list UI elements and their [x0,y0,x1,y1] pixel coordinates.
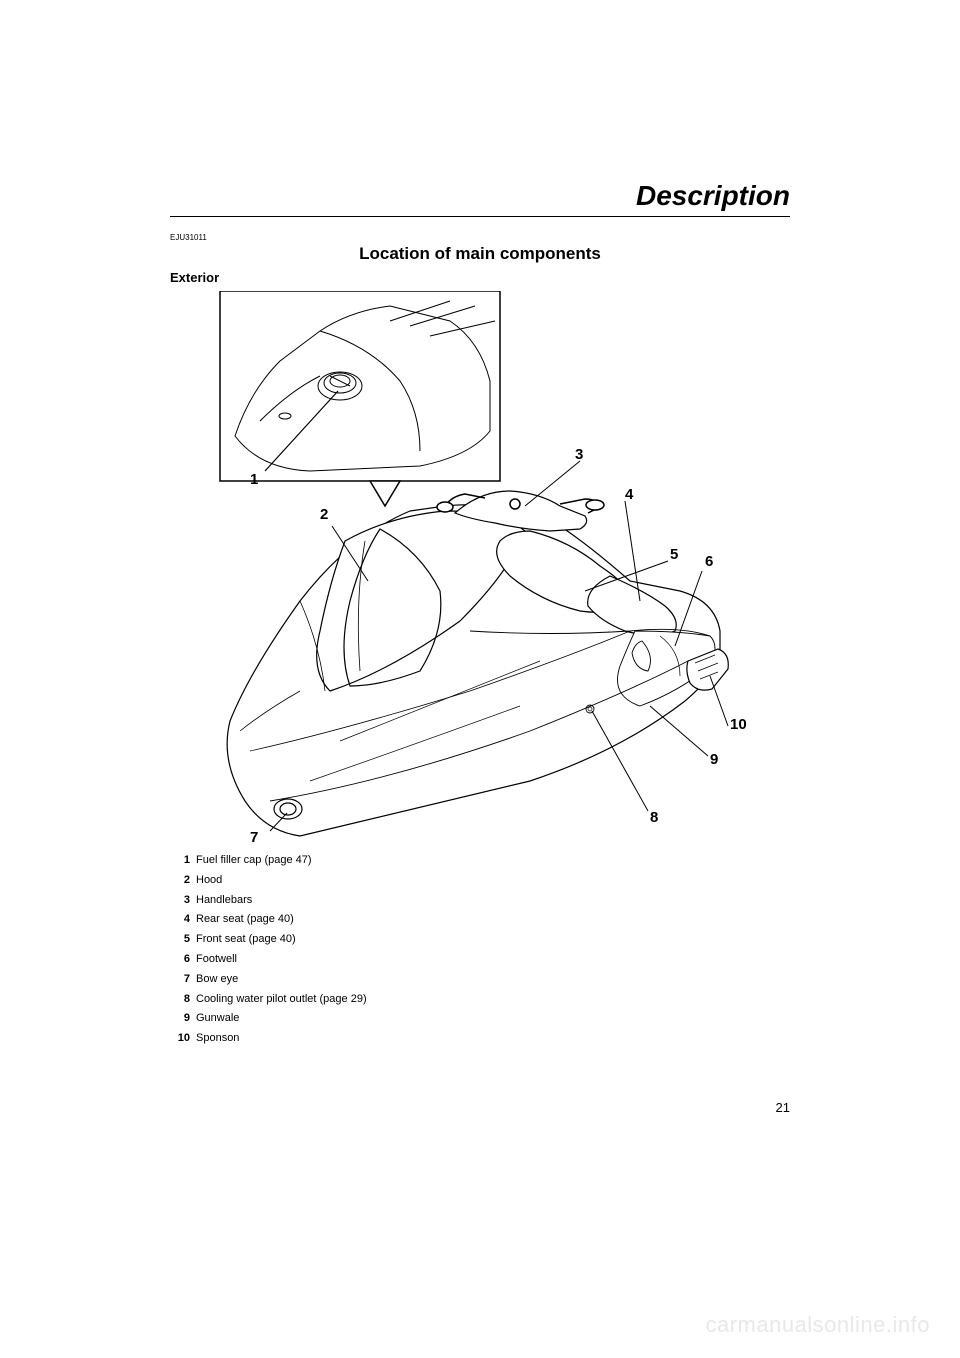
legend-text: Sponson [196,1029,790,1049]
legend-row: 9Gunwale [170,1009,790,1029]
legend-text: Footwell [196,950,790,970]
legend-row: 2Hood [170,871,790,891]
legend-text: Cooling water pilot outlet (page 29) [196,990,790,1010]
watermark: carmanualsonline.info [705,1312,930,1338]
legend-num: 2 [170,871,196,891]
component-legend: 1Fuel filler cap (page 47) 2Hood 3Handle… [170,851,790,1049]
legend-row: 10Sponson [170,1029,790,1049]
legend-text: Hood [196,871,790,891]
legend-num: 3 [170,891,196,911]
legend-text: Front seat (page 40) [196,930,790,950]
legend-text: Rear seat (page 40) [196,910,790,930]
legend-text: Fuel filler cap (page 47) [196,851,790,871]
page-number: 21 [776,1100,790,1115]
legend-row: 1Fuel filler cap (page 47) [170,851,790,871]
subsection-label: Exterior [170,270,790,285]
legend-num: 6 [170,950,196,970]
section-title: Location of main components [170,244,790,264]
callout-4: 4 [625,486,633,503]
callout-10: 10 [730,716,747,733]
callout-7: 7 [250,829,258,846]
title-divider [170,216,790,217]
callout-2: 2 [320,506,328,523]
jetski-illustration [190,291,760,841]
legend-num: 7 [170,970,196,990]
callout-1: 1 [250,471,258,488]
callout-5: 5 [670,546,678,563]
legend-num: 9 [170,1009,196,1029]
legend-num: 1 [170,851,196,871]
chapter-title: Description [170,180,790,212]
legend-num: 10 [170,1029,196,1049]
legend-text: Handlebars [196,891,790,911]
legend-num: 8 [170,990,196,1010]
legend-text: Bow eye [196,970,790,990]
callout-3: 3 [575,446,583,463]
legend-num: 4 [170,910,196,930]
legend-row: 3Handlebars [170,891,790,911]
exterior-diagram: 1 2 3 4 5 6 7 8 9 10 [190,291,760,841]
callout-9: 9 [710,751,718,768]
document-code: EJU31011 [170,233,790,242]
legend-row: 7Bow eye [170,970,790,990]
legend-text: Gunwale [196,1009,790,1029]
callout-6: 6 [705,553,713,570]
legend-row: 8Cooling water pilot outlet (page 29) [170,990,790,1010]
legend-num: 5 [170,930,196,950]
legend-row: 6Footwell [170,950,790,970]
callout-8: 8 [650,809,658,826]
legend-row: 4Rear seat (page 40) [170,910,790,930]
legend-row: 5Front seat (page 40) [170,930,790,950]
